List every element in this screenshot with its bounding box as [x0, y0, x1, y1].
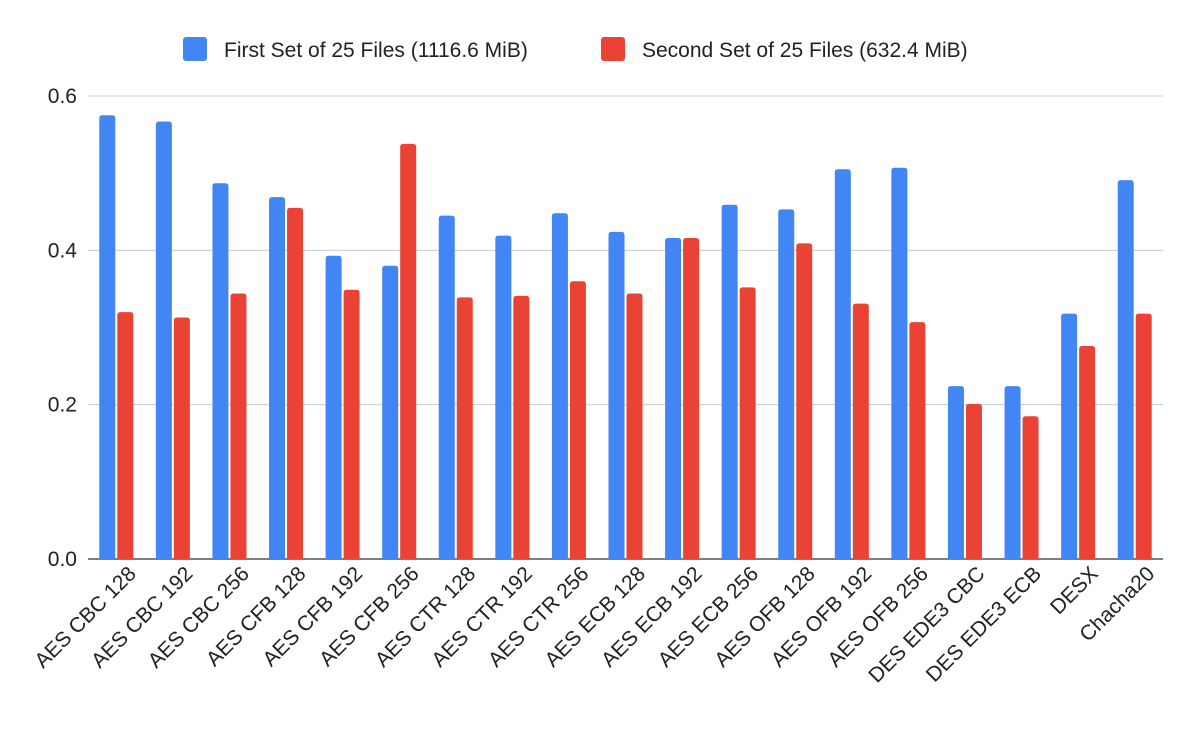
legend-swatch-first-set [183, 37, 207, 61]
x-tick-label: AES OFB 128 [710, 562, 820, 672]
bar-first-set [1004, 386, 1021, 559]
legend-label: Second Set of 25 Files (632.4 MiB) [642, 39, 968, 62]
bar-second-set [569, 281, 586, 559]
x-tick-label: AES ECB 128 [541, 562, 651, 672]
bar-second-set [1022, 416, 1039, 559]
bar-first-set [665, 237, 682, 559]
y-axis: 0.0 0.2 0.4 0.6 [48, 85, 78, 571]
bar-second-set [400, 143, 417, 560]
x-tick-label: AES CFB 256 [315, 562, 424, 671]
legend: First Set of 25 Files (1116.6 MiB) Second… [183, 37, 968, 62]
bars [99, 115, 1152, 560]
bar-first-set [721, 204, 738, 559]
bar-second-set [739, 287, 756, 559]
bar-second-set [230, 293, 247, 559]
bar-first-set [438, 215, 455, 559]
bar-second-set [287, 207, 304, 559]
bar-first-set [608, 231, 625, 559]
bar-second-set [456, 297, 473, 559]
x-tick-label: AES CTR 128 [371, 562, 481, 672]
bar-first-set [551, 213, 568, 559]
x-tick-label: AES ECB 192 [597, 562, 707, 672]
bar-first-set [891, 167, 908, 559]
bar-first-set [1061, 313, 1078, 559]
bar-first-set [212, 183, 229, 559]
y-tick-label: 0.2 [48, 394, 77, 417]
bar-second-set [173, 317, 190, 559]
y-tick-label: 0.0 [48, 548, 77, 571]
x-tick-label: AES CBC 192 [87, 562, 197, 672]
bar-first-set [495, 235, 512, 559]
bar-second-set [683, 237, 700, 559]
x-tick-label: AES CBC 256 [144, 562, 254, 672]
bar-second-set [796, 243, 813, 559]
bar-first-set [947, 386, 964, 559]
bar-first-set [1117, 180, 1134, 559]
bar-first-set [325, 255, 342, 560]
bar-second-set [343, 289, 360, 559]
bar-first-set [99, 115, 116, 560]
y-tick-label: 0.4 [48, 239, 78, 262]
bar-second-set [909, 322, 926, 559]
x-tick-label: AES CBC 128 [30, 562, 140, 672]
x-tick-label: AES CTR 192 [427, 562, 537, 672]
bar-second-set [1135, 313, 1152, 559]
bar-second-set [852, 303, 869, 559]
legend-label: First Set of 25 Files (1116.6 MiB) [224, 39, 528, 62]
x-tick-label: AES CFB 192 [258, 562, 367, 671]
gridlines [88, 95, 1163, 560]
y-tick-label: 0.6 [48, 85, 77, 108]
bar-first-set [382, 265, 399, 559]
bar-first-set [155, 121, 172, 559]
x-tick-label: AES CFB 128 [202, 562, 311, 671]
bar-second-set [965, 403, 982, 559]
x-tick-label: AES OFB 256 [823, 562, 933, 672]
bar-second-set [117, 312, 134, 559]
x-tick-label: AES ECB 256 [654, 562, 764, 672]
bar-first-set [834, 169, 851, 559]
bar-first-set [269, 197, 286, 560]
bar-second-set [513, 295, 530, 559]
legend-swatch-second-set [601, 37, 625, 61]
bar-second-set [1079, 346, 1096, 559]
x-tick-label: AES OFB 192 [767, 562, 877, 672]
x-tick-label: AES CTR 256 [484, 562, 594, 672]
bar-first-set [778, 209, 795, 559]
bar-second-set [626, 293, 643, 559]
